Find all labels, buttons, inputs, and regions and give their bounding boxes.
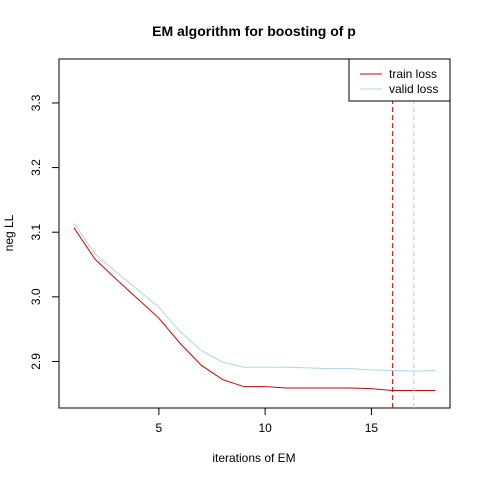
y-axis: 2.9 3.0 3.1 3.2 3.3 [29,94,60,370]
y-tick-label: 3.0 [29,288,43,305]
x-tick-label: 15 [365,421,379,435]
x-tick-label: 5 [156,421,163,435]
y-tick-label: 2.9 [29,353,43,370]
series-line-train-loss [73,227,436,392]
vertical-lines [392,59,415,408]
x-axis: 5 10 15 [156,407,379,435]
chart-title: EM algorithm for boosting of p [152,23,356,39]
legend: train loss valid loss [348,58,451,102]
y-axis-label: neg LL [2,214,16,251]
y-tick-label: 3.2 [29,159,43,176]
x-axis-label: iterations of EM [212,451,295,465]
legend-label-valid-loss: valid loss [389,82,438,96]
x-tick-label: 10 [258,421,272,435]
y-tick-label: 3.1 [29,224,43,241]
series-line-valid-loss [73,222,436,372]
legend-box [348,58,451,102]
legend-label-train-loss: train loss [389,67,437,81]
series-layer [73,222,436,392]
y-tick-label: 3.3 [29,94,43,111]
